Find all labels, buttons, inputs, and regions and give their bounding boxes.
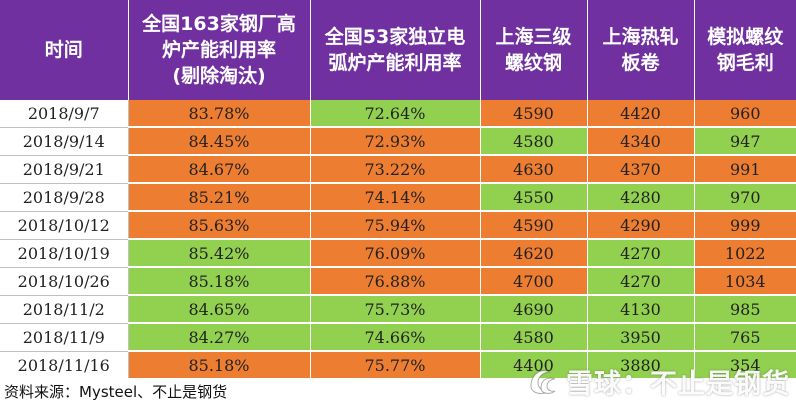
table-row: 2018/11/16 85.18% 75.77% 4400 3880 354 [0,351,796,380]
cell-rebar-margin: 999 [694,211,796,240]
header-eaf-utilization: 全国53家独立电 弧炉产能利用率 [310,0,481,100]
data-table: 时间 全国163家钢厂高 炉产能利用率 (剔除淘汰) 全国53家独立电 弧炉产能… [0,0,796,380]
cell-date: 2018/11/9 [0,323,129,352]
cell-blast-furnace-utilization: 85.21% [128,183,311,212]
table-row: 2018/9/21 84.67% 73.22% 4630 4370 991 [0,155,796,184]
cell-rebar-margin: 970 [694,183,796,212]
cell-shanghai-rebar: 4690 [480,295,588,324]
cell-shanghai-hrc: 4340 [587,127,695,156]
cell-shanghai-hrc: 4270 [587,239,695,268]
cell-date: 2018/9/14 [0,127,129,156]
cell-shanghai-rebar: 4700 [480,267,588,296]
table-row: 2018/11/2 84.65% 75.73% 4690 4130 985 [0,295,796,324]
cell-date: 2018/11/2 [0,295,129,324]
footer: 资料来源：Mysteel、不止是钢货 [0,378,796,408]
cell-shanghai-hrc: 4290 [587,211,695,240]
table-row: 2018/9/14 84.45% 72.93% 4580 4340 947 [0,127,796,156]
cell-shanghai-rebar: 4580 [480,127,588,156]
cell-eaf-utilization: 74.14% [310,183,481,212]
cell-blast-furnace-utilization: 85.18% [128,267,311,296]
cell-eaf-utilization: 74.66% [310,323,481,352]
cell-rebar-margin: 765 [694,323,796,352]
header-shanghai-hrc: 上海热轧 板卷 [587,0,695,100]
cell-eaf-utilization: 72.93% [310,127,481,156]
header-row: 时间 全国163家钢厂高 炉产能利用率 (剔除淘汰) 全国53家独立电 弧炉产能… [0,0,796,100]
table-row: 2018/10/19 85.42% 76.09% 4620 4270 1022 [0,239,796,268]
table-body: 2018/9/7 83.78% 72.64% 4590 4420 960 2018/9/14… [0,100,796,380]
cell-eaf-utilization: 76.88% [310,267,481,296]
table-row: 2018/9/7 83.78% 72.64% 4590 4420 960 [0,100,796,128]
cell-blast-furnace-utilization: 83.78% [128,100,311,128]
watermark: 雪球：不止是钢货 [526,358,790,404]
header-date: 时间 [0,0,129,100]
cell-shanghai-hrc: 4270 [587,267,695,296]
cell-rebar-margin: 985 [694,295,796,324]
header-shanghai-rebar: 上海三级 螺纹钢 [480,0,588,100]
table-row: 2018/10/12 85.63% 75.94% 4590 4290 999 [0,211,796,240]
cell-rebar-margin: 1034 [694,267,796,296]
cell-shanghai-hrc: 4370 [587,155,695,184]
header-rebar-margin: 模拟螺纹 钢毛利 [694,0,796,100]
cell-blast-furnace-utilization: 85.42% [128,239,311,268]
cell-eaf-utilization: 75.77% [310,351,481,380]
cell-shanghai-rebar: 4620 [480,239,588,268]
cell-shanghai-rebar: 4400 [480,351,588,380]
cell-date: 2018/10/26 [0,267,129,296]
cell-blast-furnace-utilization: 85.18% [128,351,311,380]
cell-blast-furnace-utilization: 84.45% [128,127,311,156]
source-note: 资料来源：Mysteel、不止是钢货 [4,383,228,401]
cell-shanghai-hrc: 3950 [587,323,695,352]
cell-blast-furnace-utilization: 84.65% [128,295,311,324]
cell-shanghai-hrc: 4130 [587,295,695,324]
snowball-logo-icon [530,370,556,394]
header-blast-furnace-utilization: 全国163家钢厂高 炉产能利用率 (剔除淘汰) [128,0,311,100]
cell-blast-furnace-utilization: 84.67% [128,155,311,184]
cell-blast-furnace-utilization: 85.63% [128,211,311,240]
cell-shanghai-hrc: 3880 [587,351,695,380]
cell-date: 2018/10/12 [0,211,129,240]
table-row: 2018/11/9 84.27% 74.66% 4580 3950 765 [0,323,796,352]
cell-rebar-margin: 1022 [694,239,796,268]
cell-rebar-margin: 991 [694,155,796,184]
cell-date: 2018/11/16 [0,351,129,380]
table-row: 2018/9/28 85.21% 74.14% 4550 4280 970 [0,183,796,212]
cell-shanghai-hrc: 4420 [587,100,695,128]
table-row: 2018/10/26 85.18% 76.88% 4700 4270 1034 [0,267,796,296]
cell-shanghai-rebar: 4590 [480,211,588,240]
cell-shanghai-rebar: 4590 [480,100,588,128]
cell-eaf-utilization: 72.64% [310,100,481,128]
cell-eaf-utilization: 75.94% [310,211,481,240]
cell-shanghai-rebar: 4630 [480,155,588,184]
cell-rebar-margin: 947 [694,127,796,156]
watermark-text: 雪球：不止是钢货 [566,368,790,400]
cell-shanghai-hrc: 4280 [587,183,695,212]
cell-date: 2018/9/28 [0,183,129,212]
cell-date: 2018/9/21 [0,155,129,184]
cell-shanghai-rebar: 4580 [480,323,588,352]
table-header: 时间 全国163家钢厂高 炉产能利用率 (剔除淘汰) 全国53家独立电 弧炉产能… [0,0,796,100]
cell-eaf-utilization: 73.22% [310,155,481,184]
cell-blast-furnace-utilization: 84.27% [128,323,311,352]
cell-shanghai-rebar: 4550 [480,183,588,212]
cell-rebar-margin: 960 [694,100,796,128]
cell-eaf-utilization: 75.73% [310,295,481,324]
cell-eaf-utilization: 76.09% [310,239,481,268]
cell-date: 2018/10/19 [0,239,129,268]
cell-date: 2018/9/7 [0,100,129,128]
